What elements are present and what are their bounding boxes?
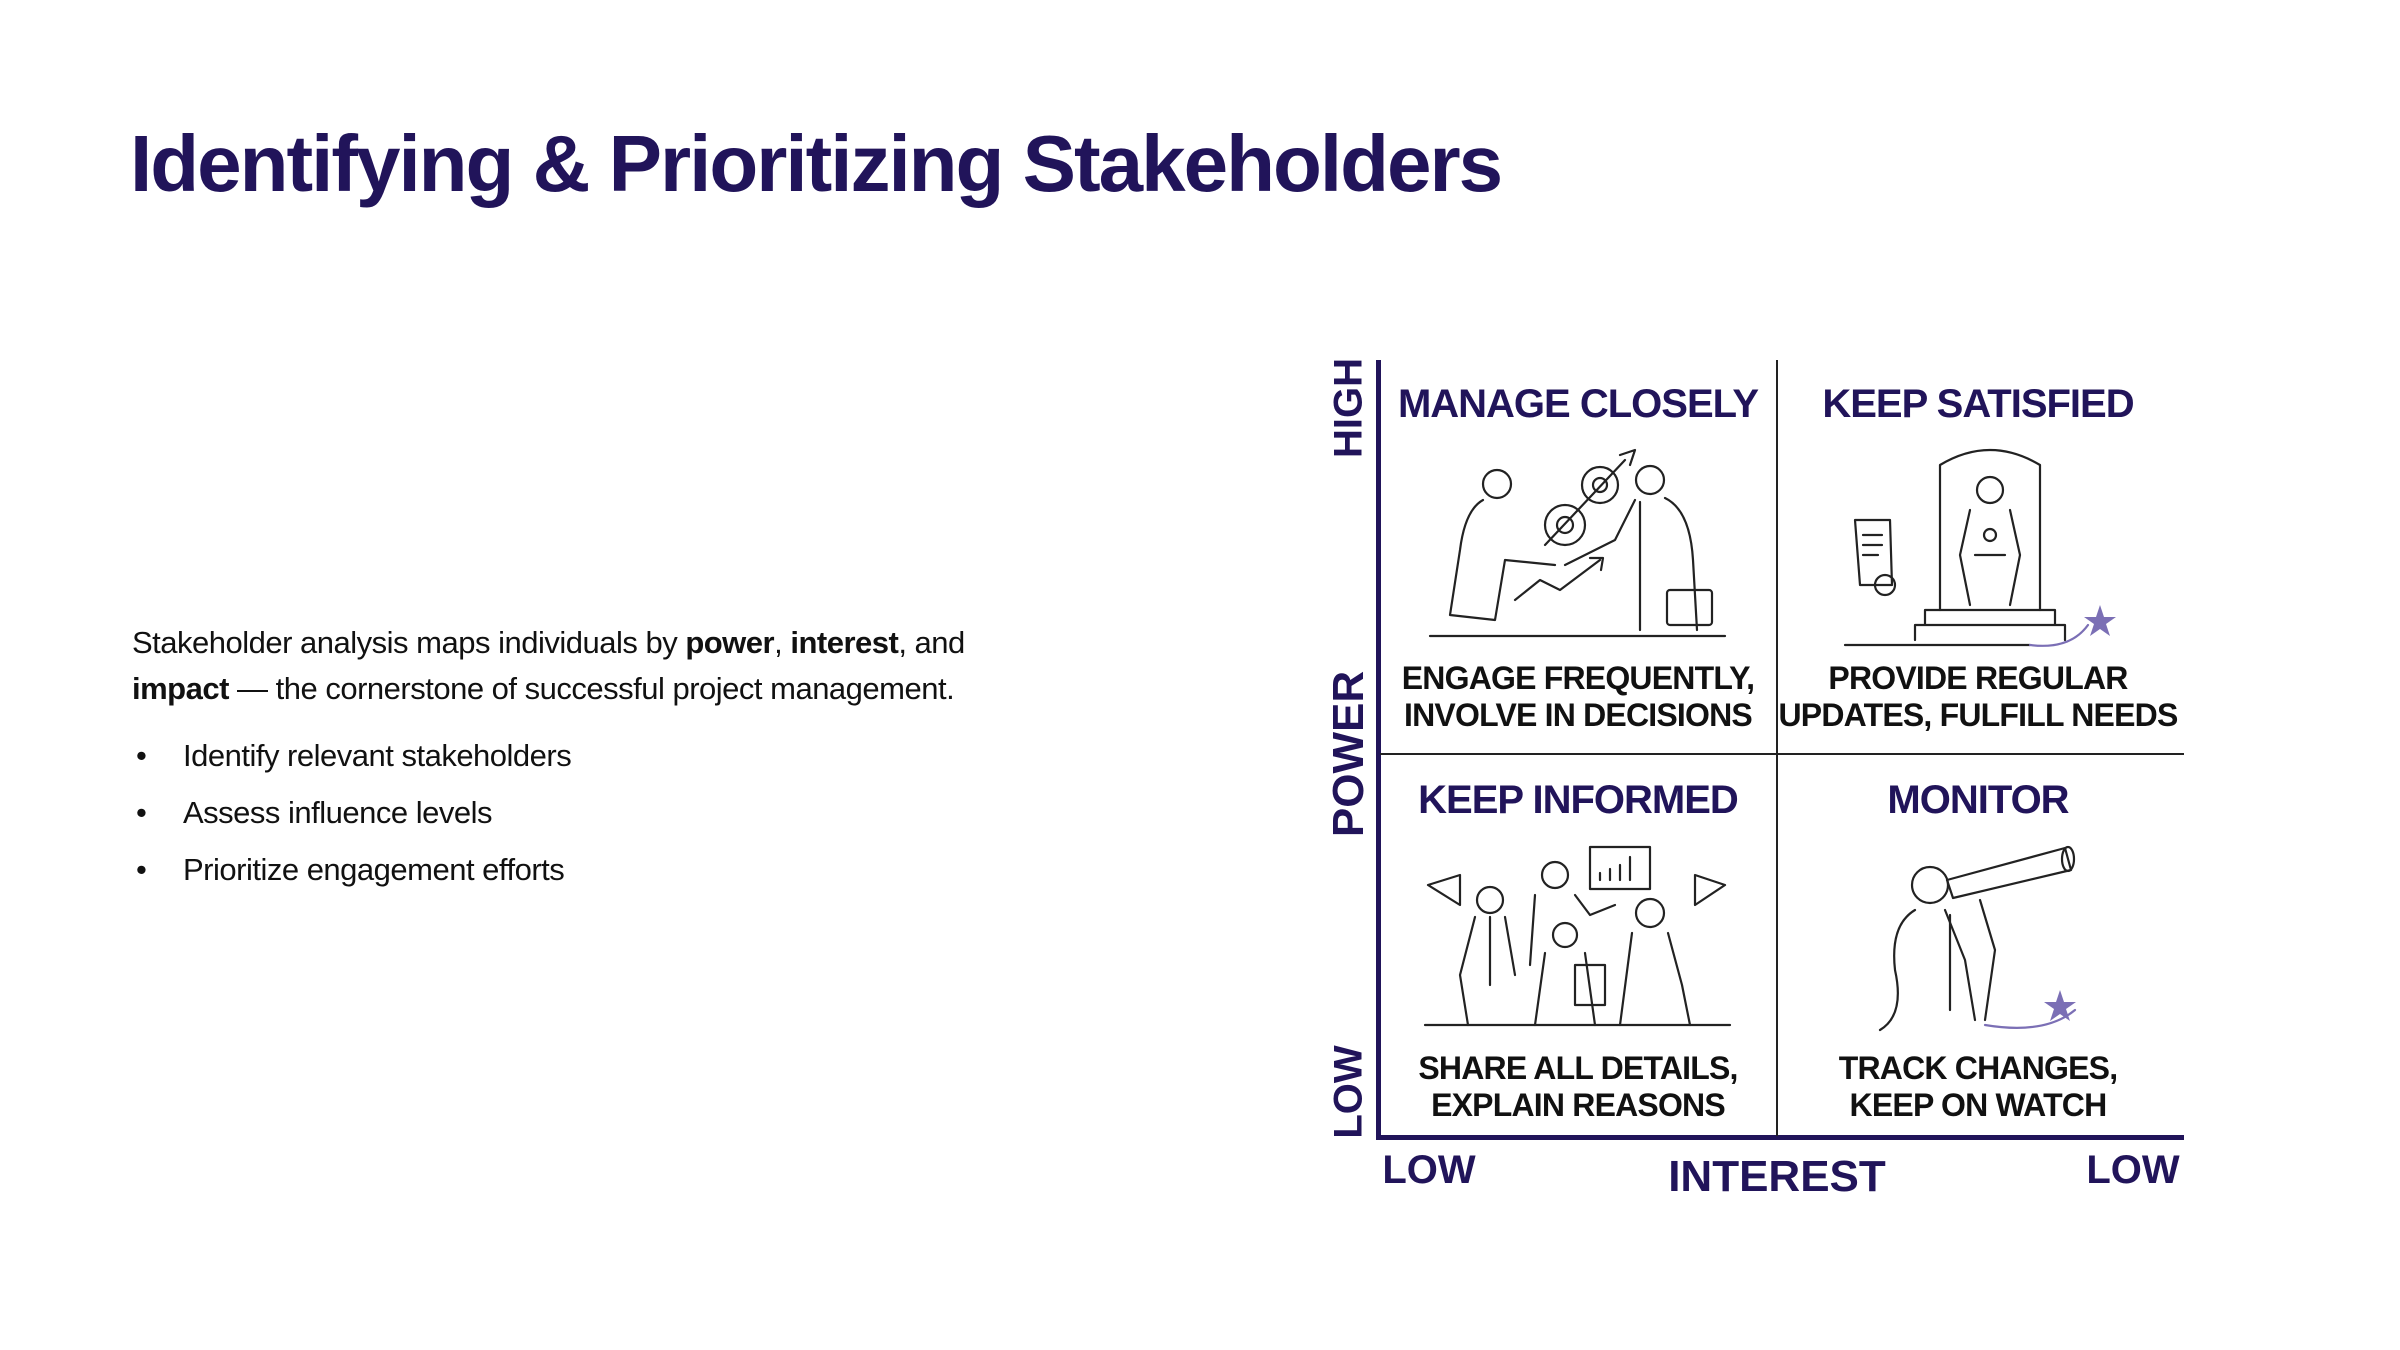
description-line: TRACK CHANGES, [1838,1050,2118,1086]
quadrant-title: MANAGE CLOSELY [1397,382,1759,426]
list-item-text: Identify relevant stakeholders [183,738,572,773]
y-axis-low-label: LOW [1326,1045,1371,1139]
intro-text: , [774,625,791,660]
bullet-list: • Identify relevant stakeholders • Assess … [132,738,572,909]
quadrant-description: SHARE ALL DETAILS, EXPLAIN REASONS [1378,1050,1778,1124]
quadrant-title: KEEP INFORMED [1418,778,1739,822]
x-axis-right-label: LOW [2086,1148,2180,1192]
vertical-divider [1776,360,1778,1136]
throne-certificate-illustration [1843,449,2116,647]
intro-text: — the cornerstone of successful project … [228,671,955,706]
quadrant-description: PROVIDE REGULAR UPDATES, FULFILL NEEDS [1778,660,2178,734]
description-line: KEEP ON WATCH [1849,1087,2108,1123]
bullet-icon: • [136,738,147,773]
list-item: • Prioritize engagement efforts [132,852,571,909]
telescope-illustration [1878,845,2077,1032]
intro-text: Stakeholder analysis maps individuals by [132,625,686,660]
page-title: Identifying & Prioritizing Stakeholders [130,119,1503,208]
description-line: UPDATES, FULFILL NEEDS [1778,697,2178,733]
quadrant-title: MONITOR [1887,778,2069,822]
list-item-text: Assess influence levels [183,795,493,830]
y-axis-label: POWER [1324,670,1373,838]
intro-paragraph: Stakeholder analysis maps individuals by… [132,620,1092,712]
intro-bold-impact: impact [132,671,229,706]
megaphone-team-illustration [1423,845,1732,1027]
intro-text: , and [898,625,965,660]
intro-bold-interest: interest [790,625,899,660]
x-axis-left-label: LOW [1382,1148,1476,1192]
x-axis-label: INTEREST [1668,1152,1886,1201]
description-line: EXPLAIN REASONS [1431,1087,1726,1123]
quadrant-description: ENGAGE FREQUENTLY, INVOLVE IN DECISIONS [1378,660,1778,734]
horizontal-divider [1380,753,2184,755]
quadrant-description: TRACK CHANGES, KEEP ON WATCH [1778,1050,2178,1124]
description-line: ENGAGE FREQUENTLY, [1401,660,1755,696]
description-line: PROVIDE REGULAR [1828,660,2128,696]
list-item-text: Prioritize engagement efforts [183,852,565,887]
y-axis-high-label: HIGH [1326,358,1371,458]
list-item: • Identify relevant stakeholders [132,738,572,795]
quadrant-title: KEEP SATISFIED [1822,382,2134,426]
intro-bold-power: power [685,625,775,660]
bullet-icon: • [136,852,147,887]
description-line: SHARE ALL DETAILS, [1418,1050,1738,1086]
y-axis-line [1376,360,1381,1140]
description-line: INVOLVE IN DECISIONS [1404,697,1753,733]
list-item: • Assess influence levels [132,795,571,852]
bullet-icon: • [136,795,147,830]
x-axis-line [1376,1135,2184,1140]
handshake-gears-illustration [1428,448,1727,638]
